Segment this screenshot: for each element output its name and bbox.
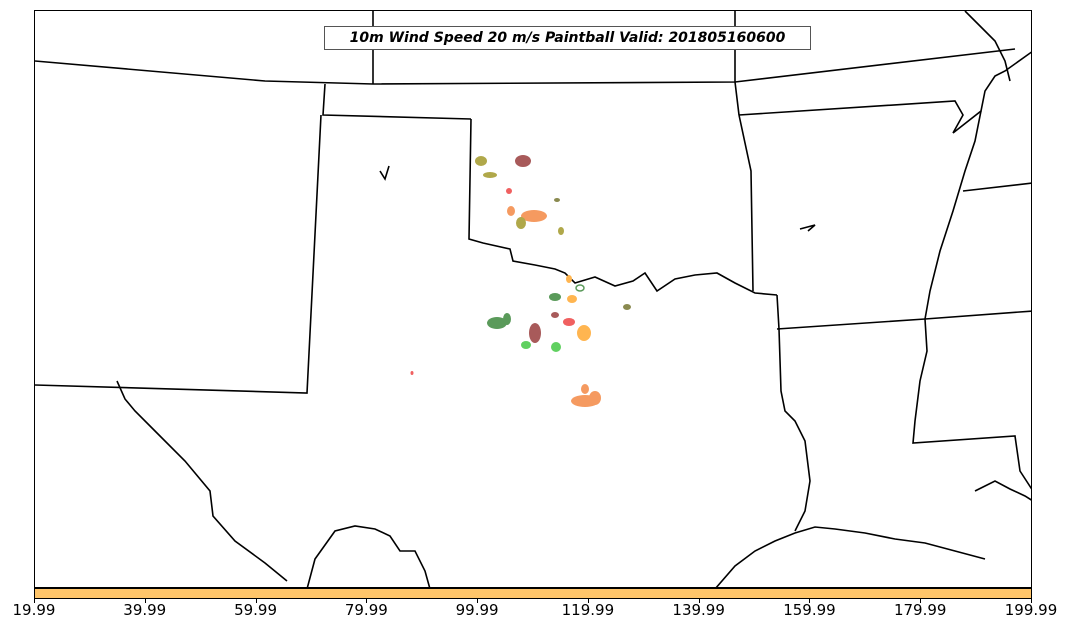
colorbar-tick [34,599,35,603]
member-blob [623,304,631,310]
colorbar-tick-label: 19.99 [12,601,56,619]
member-blob [475,156,487,166]
colorbar-tick [698,599,700,603]
colorbar-tick [1031,599,1032,603]
border-mo-ar [738,100,964,134]
border-nm-tx-west [35,114,322,394]
member-blob [566,275,572,283]
mississippi-north [952,51,1031,134]
border-tx-la [776,294,811,532]
colorbar-tick-label: 199.99 [1004,601,1058,619]
member-blob [507,206,515,216]
member-blob [551,312,559,318]
texas-big-bend [306,525,431,587]
member-blob [521,210,547,222]
colorbar-tick-label: 139.99 [672,601,725,619]
member-blob [563,318,575,326]
member-blob [567,295,577,303]
reservoir-outline [379,165,390,181]
member-blob [483,172,497,178]
member-blob [575,284,585,292]
colorbar-tick-label: 79.99 [344,601,388,619]
map-canvas [35,11,1031,587]
colorbar-tick-label: 99.99 [455,601,499,619]
colorbar-tick [144,599,146,603]
border-ms-tn [962,182,1031,192]
member-blob [487,317,507,329]
border-north [35,48,1016,85]
red-river [468,118,778,296]
map-panel: 10m Wind Speed 20 m/s Paintball Valid: 2… [34,10,1032,588]
member-blob [516,217,526,229]
border-ok-panhandle-north [322,83,472,120]
state-borders [35,11,1031,587]
colorbar-tick-label: 119.99 [561,601,615,619]
colorbar-tick [477,599,479,603]
member-blob [515,155,531,167]
colorbar-tick [366,599,368,603]
member-blob [581,384,589,394]
border-il [964,11,1011,82]
member-blob [529,323,541,343]
member-blob [503,313,511,325]
member-blob [589,391,601,405]
colorbar [34,588,1032,599]
mississippi-river [912,110,1031,490]
colorbar-tick [587,599,589,603]
colorbar-tick [809,599,811,603]
colorbar-tick-label: 39.99 [123,601,167,619]
map-title: 10m Wind Speed 20 m/s Paintball Valid: 2… [324,26,811,50]
member-blob [554,198,560,202]
lake-outline [799,224,816,232]
member-blob [558,227,564,235]
texas-rio-grande [116,380,288,582]
colorbar-tick [255,599,257,603]
border-ar-la [776,310,1031,330]
colorbar-tick [920,599,922,603]
colorbar-tick-label: 179.99 [893,601,947,619]
member-blob [549,293,561,301]
colorbar-tick-label: 59.99 [234,601,278,619]
member-blob [577,325,591,341]
colorbar-tick-label: 159.99 [783,601,836,619]
member-blob [521,341,531,349]
member-blob [506,188,512,194]
member-blob [410,371,414,375]
gulf-coast [715,526,986,587]
paintball-blobs [410,155,631,407]
member-blob [551,342,561,352]
border-ok-ar [738,114,754,292]
la-coast-east [974,480,1031,501]
